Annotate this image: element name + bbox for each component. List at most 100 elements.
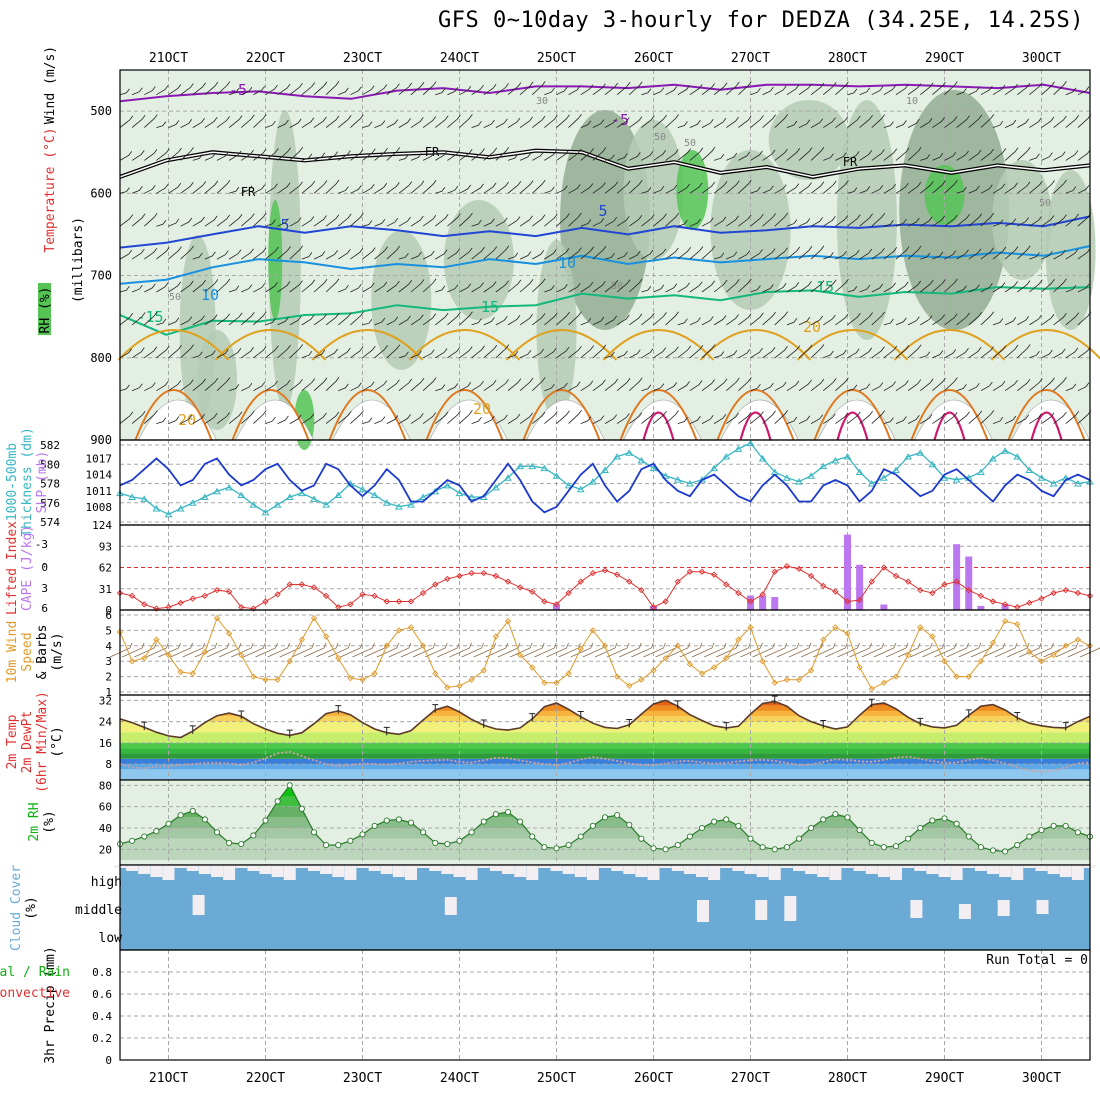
wind-barb <box>471 219 482 227</box>
wind-barb <box>532 179 546 194</box>
cloud-gap <box>784 896 797 921</box>
wind-barb <box>447 213 461 227</box>
isotherm-25-arch <box>910 389 989 441</box>
wind-speed-point <box>177 668 184 676</box>
wind-barb <box>932 81 946 96</box>
wind-barb <box>253 148 267 161</box>
wind-barb <box>556 410 570 424</box>
wind-barb <box>580 84 594 96</box>
wind-barb <box>410 153 422 161</box>
surface-barb <box>691 642 715 658</box>
surface-barb <box>146 642 169 658</box>
wind-barb <box>713 315 727 326</box>
wind-barb <box>168 218 180 227</box>
rh-shading <box>992 160 1053 280</box>
contour-label: 50 <box>684 138 696 149</box>
wind-barb <box>495 379 509 392</box>
cape-tick: 124 <box>92 519 112 532</box>
surface-barb <box>716 642 739 658</box>
wind-barb <box>422 313 437 326</box>
wind-barb <box>738 115 752 128</box>
wind-barb <box>253 184 266 194</box>
wind-barb <box>738 179 752 194</box>
wind-barb <box>786 380 800 392</box>
wind-barb <box>592 182 606 194</box>
wind-speed-point <box>626 682 633 689</box>
wind-barb <box>144 86 156 96</box>
wind-barb <box>471 121 482 128</box>
li-point <box>468 570 475 577</box>
wind-barb <box>119 348 133 359</box>
li-point <box>516 584 524 591</box>
li-point <box>892 572 900 580</box>
surface-barb <box>982 642 1006 658</box>
wind-barb <box>1029 378 1043 392</box>
li-point <box>880 564 888 571</box>
wind-barb <box>168 281 182 293</box>
li-point <box>868 578 875 585</box>
rh-point <box>129 837 136 844</box>
li-point <box>783 562 791 570</box>
wind-barb <box>374 246 388 260</box>
wind-barb <box>289 344 304 359</box>
wind-barb <box>895 380 909 392</box>
axis-label: (6hr Min/Max) <box>35 691 50 793</box>
pressure-label: (millibars) <box>71 217 86 303</box>
li-point <box>977 592 985 599</box>
wind-speed-point <box>116 628 124 636</box>
wind-barb <box>616 350 628 359</box>
rh-point <box>480 818 487 825</box>
li-point <box>832 588 839 595</box>
wind-barb <box>1065 115 1080 128</box>
li-line <box>119 565 1091 610</box>
wind-barb <box>435 88 446 96</box>
wind-barb <box>1029 252 1040 260</box>
wind-barb <box>738 348 751 359</box>
axis-label: 2m RH <box>27 802 42 841</box>
wind-barb <box>835 81 849 95</box>
wind-barb <box>471 417 482 424</box>
wind-barb <box>932 152 944 161</box>
li-point <box>286 581 293 588</box>
wind-barb <box>810 118 824 128</box>
wind-barb <box>119 187 130 194</box>
wind-barb <box>532 115 546 128</box>
surface-barb <box>788 642 812 658</box>
wind-barb <box>544 383 555 392</box>
wind-barb <box>689 416 701 424</box>
wind-barb <box>556 311 570 326</box>
wind-speed-point <box>274 676 281 683</box>
cloud-gap <box>1011 865 1024 880</box>
surface-barb <box>534 642 557 658</box>
wind-barb <box>750 347 763 359</box>
li-point <box>807 572 815 580</box>
wind-speed-point <box>286 658 293 665</box>
axis-label: (%) <box>24 896 39 919</box>
wind-barb <box>1017 118 1030 128</box>
cloud-gap <box>356 865 369 868</box>
wind-barb <box>1017 414 1030 424</box>
wind-barb <box>386 83 400 96</box>
thickness-point <box>1073 480 1082 487</box>
wind-barb <box>798 316 811 326</box>
temp-band <box>120 758 1090 765</box>
surface-barb <box>643 642 666 658</box>
wind-barb <box>156 247 170 260</box>
wind-barb <box>459 149 473 161</box>
wind-barb <box>883 85 896 96</box>
wind-barb <box>774 311 789 326</box>
thickness-point <box>516 462 525 470</box>
wind-barb <box>883 220 894 227</box>
minmax-bar <box>238 710 245 719</box>
wind-barb <box>823 314 836 326</box>
wind-barb <box>447 185 459 194</box>
wind-barb <box>932 350 944 359</box>
wind-barb <box>580 380 594 392</box>
wind-barb <box>907 83 922 96</box>
li-point <box>432 581 439 588</box>
li-point <box>989 598 997 605</box>
thickness-point <box>164 510 173 518</box>
rh-shading <box>371 230 432 370</box>
axis-label: Lifted Index <box>5 521 20 615</box>
wind-barb <box>738 278 752 293</box>
